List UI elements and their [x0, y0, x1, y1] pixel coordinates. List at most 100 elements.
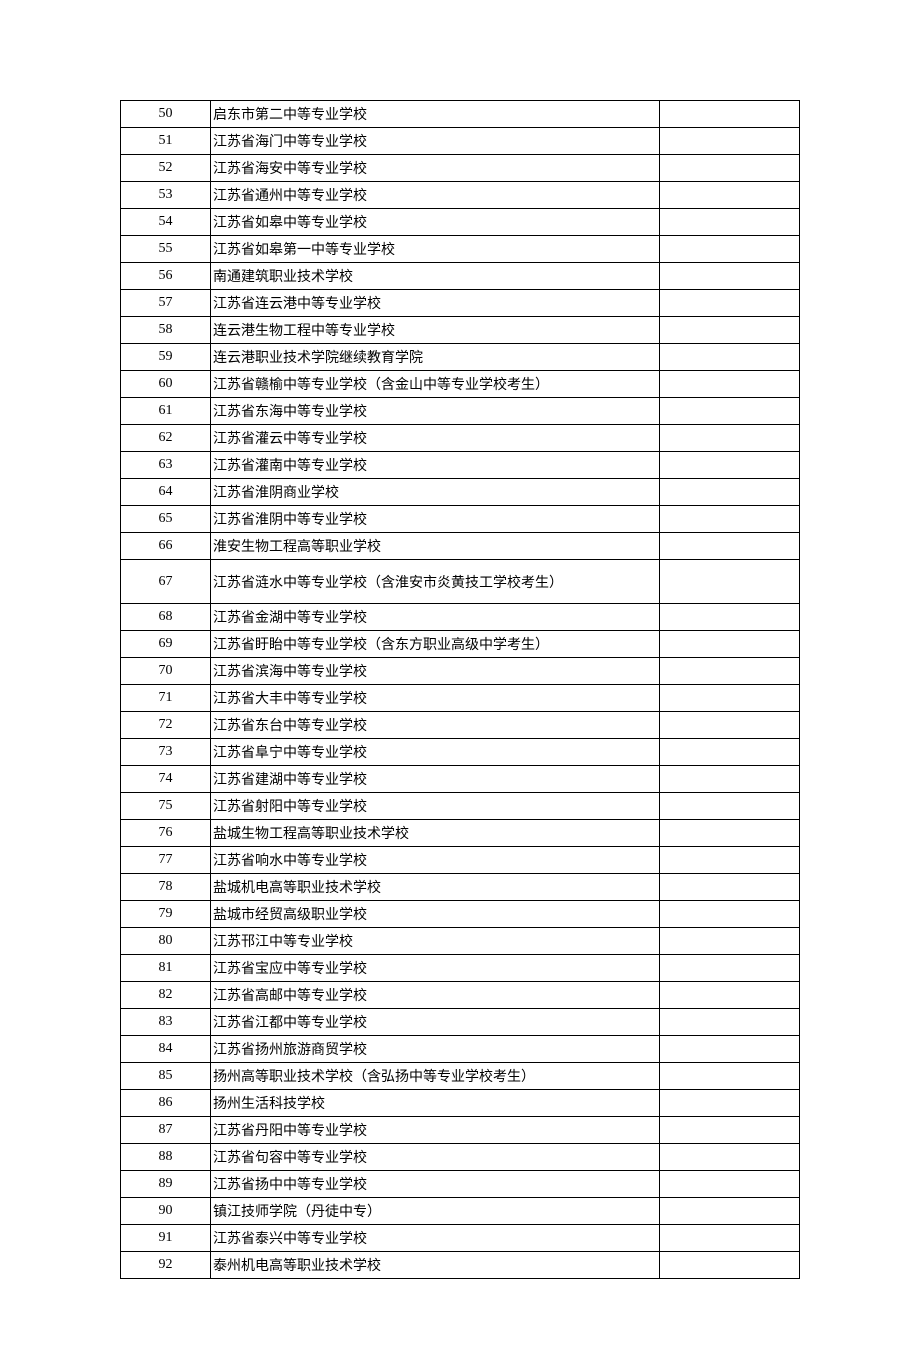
- blank-cell: [660, 344, 800, 371]
- table-row: 91江苏省泰兴中等专业学校: [121, 1225, 800, 1252]
- row-number: 78: [121, 874, 211, 901]
- table-row: 84江苏省扬州旅游商贸学校: [121, 1036, 800, 1063]
- table-row: 83江苏省江都中等专业学校: [121, 1009, 800, 1036]
- blank-cell: [660, 685, 800, 712]
- blank-cell: [660, 1225, 800, 1252]
- row-number: 64: [121, 479, 211, 506]
- table-row: 61江苏省东海中等专业学校: [121, 398, 800, 425]
- table-row: 89江苏省扬中中等专业学校: [121, 1171, 800, 1198]
- blank-cell: [660, 1144, 800, 1171]
- school-name: 江苏省如皋中等专业学校: [211, 209, 660, 236]
- school-name: 江苏省淮阴中等专业学校: [211, 506, 660, 533]
- table-row: 72江苏省东台中等专业学校: [121, 712, 800, 739]
- school-name: 江苏省金湖中等专业学校: [211, 604, 660, 631]
- table-row: 53江苏省通州中等专业学校: [121, 182, 800, 209]
- blank-cell: [660, 263, 800, 290]
- school-name: 江苏省东台中等专业学校: [211, 712, 660, 739]
- row-number: 69: [121, 631, 211, 658]
- row-number: 63: [121, 452, 211, 479]
- blank-cell: [660, 533, 800, 560]
- school-name: 泰州机电高等职业技术学校: [211, 1252, 660, 1279]
- table-row: 52江苏省海安中等专业学校: [121, 155, 800, 182]
- table-row: 58连云港生物工程中等专业学校: [121, 317, 800, 344]
- table-row: 64江苏省淮阴商业学校: [121, 479, 800, 506]
- table-row: 50启东市第二中等专业学校: [121, 101, 800, 128]
- blank-cell: [660, 631, 800, 658]
- blank-cell: [660, 209, 800, 236]
- table-row: 78盐城机电高等职业技术学校: [121, 874, 800, 901]
- table-row: 92泰州机电高等职业技术学校: [121, 1252, 800, 1279]
- school-name: 江苏省涟水中等专业学校（含淮安市炎黄技工学校考生）: [211, 560, 660, 604]
- blank-cell: [660, 317, 800, 344]
- row-number: 75: [121, 793, 211, 820]
- blank-cell: [660, 155, 800, 182]
- school-name: 淮安生物工程高等职业学校: [211, 533, 660, 560]
- school-name: 连云港生物工程中等专业学校: [211, 317, 660, 344]
- row-number: 92: [121, 1252, 211, 1279]
- blank-cell: [660, 101, 800, 128]
- row-number: 91: [121, 1225, 211, 1252]
- table-row: 81江苏省宝应中等专业学校: [121, 955, 800, 982]
- school-name: 连云港职业技术学院继续教育学院: [211, 344, 660, 371]
- school-name: 江苏省海安中等专业学校: [211, 155, 660, 182]
- row-number: 88: [121, 1144, 211, 1171]
- school-name: 盐城生物工程高等职业技术学校: [211, 820, 660, 847]
- blank-cell: [660, 1090, 800, 1117]
- row-number: 87: [121, 1117, 211, 1144]
- row-number: 58: [121, 317, 211, 344]
- blank-cell: [660, 452, 800, 479]
- row-number: 81: [121, 955, 211, 982]
- row-number: 89: [121, 1171, 211, 1198]
- school-name: 江苏省建湖中等专业学校: [211, 766, 660, 793]
- blank-cell: [660, 739, 800, 766]
- school-name: 启东市第二中等专业学校: [211, 101, 660, 128]
- table-row: 88江苏省句容中等专业学校: [121, 1144, 800, 1171]
- row-number: 68: [121, 604, 211, 631]
- table-row: 68江苏省金湖中等专业学校: [121, 604, 800, 631]
- row-number: 73: [121, 739, 211, 766]
- school-name: 江苏省扬中中等专业学校: [211, 1171, 660, 1198]
- blank-cell: [660, 901, 800, 928]
- school-name: 江苏省赣榆中等专业学校（含金山中等专业学校考生）: [211, 371, 660, 398]
- school-name: 江苏省阜宁中等专业学校: [211, 739, 660, 766]
- blank-cell: [660, 1171, 800, 1198]
- school-name: 南通建筑职业技术学校: [211, 263, 660, 290]
- row-number: 70: [121, 658, 211, 685]
- table-row: 51江苏省海门中等专业学校: [121, 128, 800, 155]
- blank-cell: [660, 712, 800, 739]
- school-name: 扬州高等职业技术学校（含弘扬中等专业学校考生）: [211, 1063, 660, 1090]
- row-number: 50: [121, 101, 211, 128]
- school-name: 江苏省泰兴中等专业学校: [211, 1225, 660, 1252]
- row-number: 57: [121, 290, 211, 317]
- table-row: 54江苏省如皋中等专业学校: [121, 209, 800, 236]
- row-number: 84: [121, 1036, 211, 1063]
- table-row: 75江苏省射阳中等专业学校: [121, 793, 800, 820]
- blank-cell: [660, 658, 800, 685]
- table-row: 77江苏省响水中等专业学校: [121, 847, 800, 874]
- table-row: 90镇江技师学院（丹徒中专）: [121, 1198, 800, 1225]
- blank-cell: [660, 820, 800, 847]
- school-name: 江苏省灌云中等专业学校: [211, 425, 660, 452]
- table-row: 60江苏省赣榆中等专业学校（含金山中等专业学校考生）: [121, 371, 800, 398]
- blank-cell: [660, 982, 800, 1009]
- school-name: 江苏省响水中等专业学校: [211, 847, 660, 874]
- table-row: 74江苏省建湖中等专业学校: [121, 766, 800, 793]
- table-row: 87江苏省丹阳中等专业学校: [121, 1117, 800, 1144]
- table-row: 56南通建筑职业技术学校: [121, 263, 800, 290]
- blank-cell: [660, 506, 800, 533]
- table-row: 62江苏省灌云中等专业学校: [121, 425, 800, 452]
- table-row: 69江苏省盱眙中等专业学校（含东方职业高级中学考生）: [121, 631, 800, 658]
- row-number: 86: [121, 1090, 211, 1117]
- blank-cell: [660, 290, 800, 317]
- school-name: 江苏省盱眙中等专业学校（含东方职业高级中学考生）: [211, 631, 660, 658]
- row-number: 56: [121, 263, 211, 290]
- table-row: 55江苏省如皋第一中等专业学校: [121, 236, 800, 263]
- table-row: 70江苏省滨海中等专业学校: [121, 658, 800, 685]
- table-row: 86扬州生活科技学校: [121, 1090, 800, 1117]
- row-number: 67: [121, 560, 211, 604]
- schools-table: 50启东市第二中等专业学校51江苏省海门中等专业学校52江苏省海安中等专业学校5…: [120, 100, 800, 1279]
- row-number: 61: [121, 398, 211, 425]
- blank-cell: [660, 1036, 800, 1063]
- blank-cell: [660, 182, 800, 209]
- blank-cell: [660, 425, 800, 452]
